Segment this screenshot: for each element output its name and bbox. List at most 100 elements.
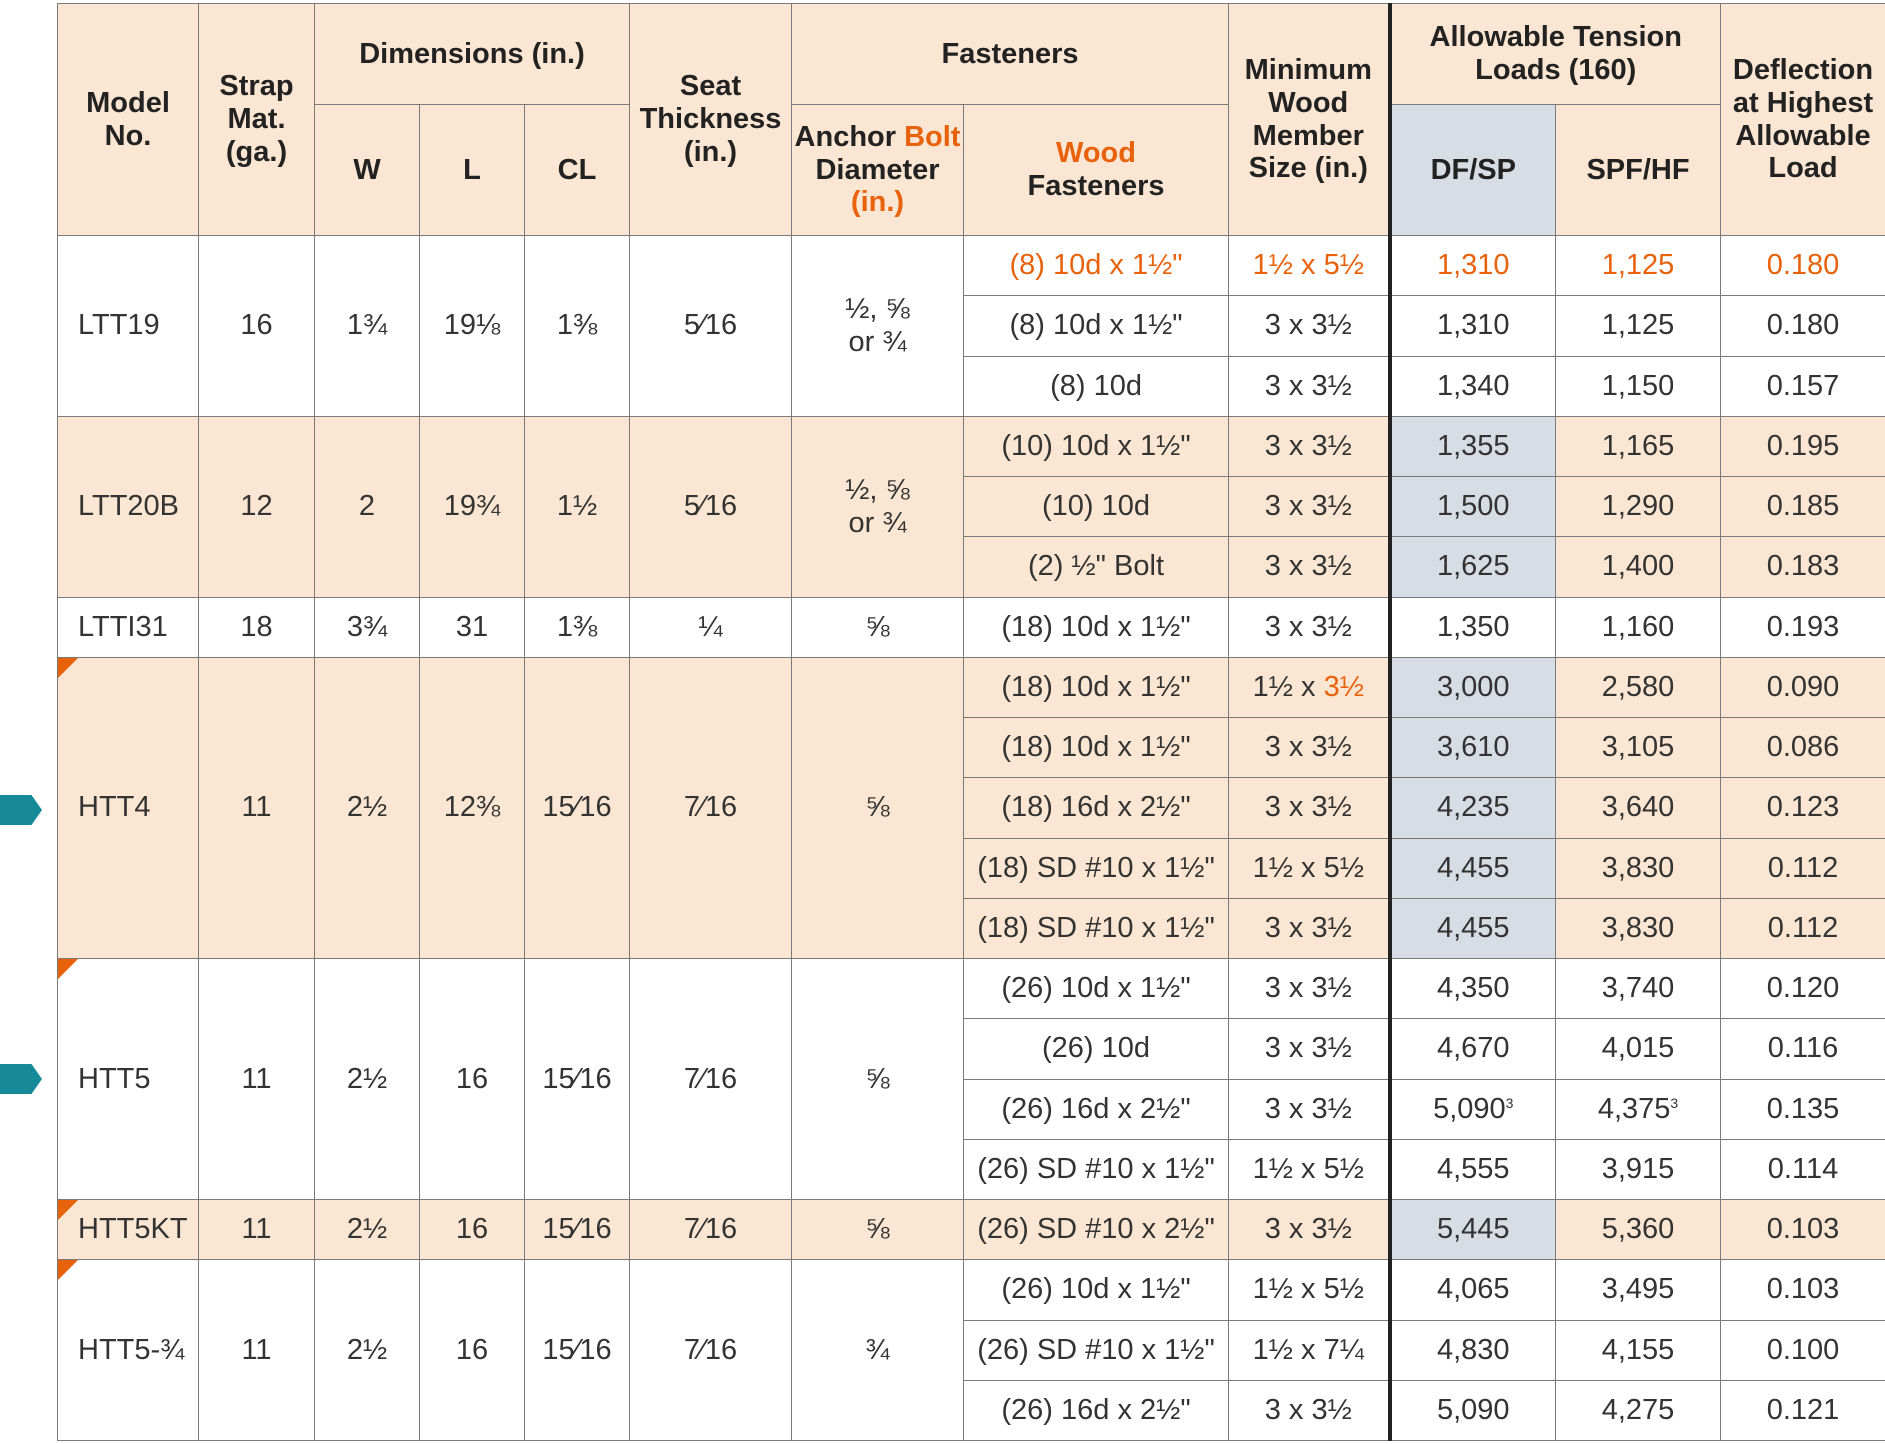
header-fasteners: Fasteners: [790, 3, 1230, 105]
defl-cell: 0.195: [1720, 415, 1885, 478]
strap-cell: 11: [198, 656, 315, 960]
spf-cell: 2,580: [1555, 656, 1722, 719]
l-cell: 16: [419, 958, 525, 1200]
spf-cell: 1,125: [1555, 295, 1722, 357]
min-cell: 3 x 3½: [1228, 777, 1391, 839]
header-cl: CL: [524, 104, 630, 236]
seat-cell: 7⁄16: [629, 958, 792, 1200]
min-cell: 3 x 3½: [1228, 536, 1391, 598]
cl-cell: 15⁄16: [524, 1259, 630, 1441]
min-cell: 3 x 3½: [1228, 415, 1391, 478]
header-deflection: Deflection at Highest Allowable Load: [1720, 3, 1885, 236]
wood-cell: (26) 16d x 2½": [962, 1379, 1230, 1442]
spf-cell: 1,290: [1555, 475, 1722, 538]
spf-cell: 4,3753: [1555, 1078, 1722, 1140]
header-strap: Strap Mat. (ga.): [198, 3, 315, 236]
header-anchor: Anchor Bolt Diameter (in.): [791, 104, 964, 236]
wood-cell: (18) 10d x 1½": [962, 656, 1230, 719]
w-cell: 3¾: [314, 596, 420, 658]
table-row: HTT4 11 2½ 12⅜ 15⁄16 7⁄16 ⅝ (18) 10d x 1…: [57, 656, 1885, 960]
min-cell: 3 x 3½: [1228, 475, 1391, 538]
defl-cell: 0.103: [1720, 1259, 1885, 1321]
dfsp-cell: 4,235: [1387, 777, 1557, 839]
seat-cell: 7⁄16: [629, 656, 792, 960]
anchor-cell: ½, ⅝ or ¾: [791, 415, 964, 598]
min-cell: 1½ x 3½: [1228, 656, 1391, 719]
strap-cell: 11: [198, 1198, 315, 1261]
min-cell: 3 x 3½: [1228, 957, 1391, 1020]
cl-cell: 15⁄16: [524, 656, 630, 960]
table-row: (26) SD #10 x 1½" 1½ x 7¼ 4,830 4,155 0.…: [58, 1319, 1885, 1381]
spf-cell: 1,400: [1555, 536, 1722, 598]
footnote-marker: 3: [1670, 1094, 1679, 1111]
defl-cell: 0.135: [1720, 1078, 1885, 1140]
anchor-cell: ⅝: [791, 656, 964, 960]
spf-cell: 4,015: [1555, 1018, 1722, 1080]
min-cell: 3 x 3½: [1228, 1198, 1391, 1261]
seat-cell: ¼: [629, 596, 792, 658]
min-cell: 3 x 3½: [1228, 355, 1391, 417]
dfsp-cell: 1,355: [1387, 415, 1557, 478]
wood-cell: (26) SD #10 x 1½": [962, 1319, 1230, 1381]
header-allowable: Allowable Tension Loads (160): [1387, 3, 1722, 105]
dfsp-cell: 1,500: [1387, 475, 1557, 538]
row-marker-htt4-icon: [0, 795, 42, 825]
strap-cell: 11: [198, 1259, 315, 1441]
l-cell: 12⅜: [419, 656, 525, 960]
wood-cell: (18) 16d x 2½": [962, 777, 1230, 839]
defl-cell: 0.086: [1720, 716, 1885, 779]
seat-cell: 7⁄16: [629, 1198, 792, 1261]
min-cell: 1½ x 7¼: [1228, 1319, 1391, 1381]
table-row: HTT5KT 11 2½ 16 15⁄16 7⁄16 ⅝ (26) SD #10…: [57, 1198, 1885, 1261]
cl-cell: 1⅜: [524, 596, 630, 658]
min-cell: 3 x 3½: [1228, 295, 1391, 357]
defl-cell: 0.120: [1720, 957, 1885, 1020]
row-marker-htt5-icon: [0, 1064, 42, 1094]
wood-cell: (26) 10d x 1½": [962, 1259, 1230, 1321]
model-cell: LTT20B: [57, 415, 199, 598]
spf-cell: 3,915: [1555, 1138, 1722, 1201]
strap-cell: 16: [198, 235, 315, 417]
table-row: (18) 10d x 1½" 3 x 3½ 3,610 3,105 0.086: [58, 716, 1885, 779]
w-cell: 2½: [314, 656, 420, 960]
table-row: LTT19 16 1¾ 19⅛ 1⅜ 5⁄16 ½, ⅝ or ¾ (8) 10…: [57, 234, 1885, 417]
table-row: (8) 10d 3 x 3½ 1,340 1,150 0.157: [58, 355, 1885, 417]
table-row: LTTI31 18 3¾ 31 1⅜ ¼ ⅝ (18) 10d x 1½" 3 …: [57, 596, 1885, 658]
dfsp-cell: 3,610: [1387, 716, 1557, 779]
header-model: Model No.: [57, 3, 199, 236]
defl-cell: 0.185: [1720, 475, 1885, 538]
defl-cell: 0.103: [1720, 1198, 1885, 1261]
header-dfsp: DF/SP: [1387, 104, 1557, 236]
cl-cell: 15⁄16: [524, 1198, 630, 1261]
spf-cell: 3,740: [1555, 957, 1722, 1020]
wood-cell: (26) 10d: [962, 1018, 1230, 1080]
defl-cell: 0.157: [1720, 355, 1885, 417]
table-row: (18) SD #10 x 1½" 3 x 3½ 4,455 3,830 0.1…: [58, 897, 1885, 960]
spf-cell: 3,830: [1555, 897, 1722, 960]
defl-cell: 0.121: [1720, 1379, 1885, 1442]
defl-cell: 0.193: [1720, 596, 1885, 658]
w-cell: 2: [314, 415, 420, 598]
w-cell: 1¾: [314, 235, 420, 417]
header-min-wood: Minimum Wood Member Size (in.): [1228, 3, 1391, 236]
cl-cell: 1½: [524, 415, 630, 598]
anchor-cell: ⅝: [791, 596, 964, 658]
table-row: (18) 16d x 2½" 3 x 3½ 4,235 3,640 0.123: [58, 777, 1885, 839]
table-row: (2) ½" Bolt 3 x 3½ 1,625 1,400 0.183: [58, 536, 1885, 598]
wood-cell: (10) 10d x 1½": [962, 415, 1230, 478]
model-cell: HTT5: [57, 958, 199, 1200]
header-wood: Wood Fasteners: [962, 104, 1230, 236]
dfsp-cell: 4,455: [1387, 897, 1557, 960]
footnote-marker: 3: [1505, 1094, 1514, 1111]
strap-cell: 12: [198, 415, 315, 598]
l-cell: 31: [419, 596, 525, 658]
header-seat: Seat Thickness (in.): [629, 3, 792, 236]
anchor-cell: ½, ⅝ or ¾: [791, 235, 964, 417]
min-cell: 1½ x 5½: [1228, 1259, 1391, 1321]
min-cell: 3 x 3½: [1228, 1018, 1391, 1080]
table-row: LTT20B 12 2 19¾ 1½ 5⁄16 ½, ⅝ or ¾ (10) 1…: [57, 415, 1885, 598]
dfsp-cell: 1,350: [1387, 596, 1557, 658]
min-cell: 3 x 3½: [1228, 1078, 1391, 1140]
spf-cell: 3,640: [1555, 777, 1722, 839]
dfsp-cell: 5,445: [1387, 1198, 1557, 1261]
